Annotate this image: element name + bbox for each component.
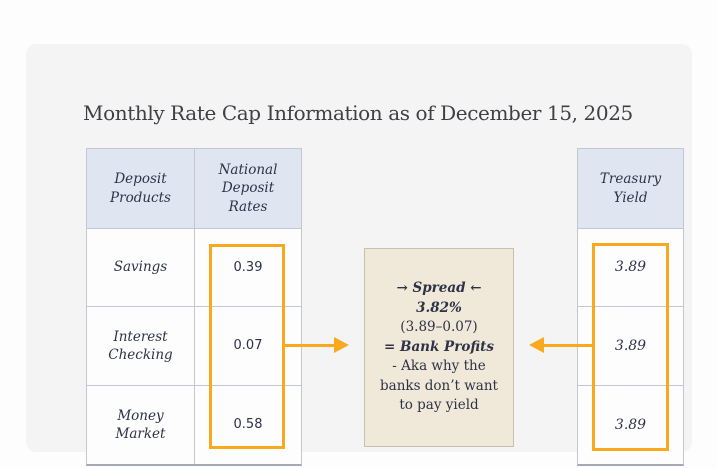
treasury-yield-highlight-box <box>592 243 669 451</box>
bank-profits-label: = Bank Profits <box>384 338 494 355</box>
treasury-yield-value-1: 3.89 <box>578 229 683 307</box>
page-title: Monthly Rate Cap Information as of Decem… <box>83 101 633 125</box>
deposit-product-savings: Savings <box>87 229 195 307</box>
treasury-yield-value-2: 3.89 <box>578 307 683 386</box>
column-header-treasury-yield: Treasury Yield <box>578 149 683 229</box>
right-arrow-line <box>543 344 594 347</box>
column-header-national-deposit-rates: National Deposit Rates <box>195 149 301 229</box>
spread-calculation: (3.89–0.07) <box>400 319 478 336</box>
rate-cap-card: Monthly Rate Cap Information as of Decem… <box>26 44 692 466</box>
spread-note-box: → Spread ← 3.82% (3.89–0.07) = Bank Prof… <box>364 248 514 447</box>
spread-value: 3.82% <box>416 299 462 316</box>
spread-note-text: - Aka why the banks don’t want to pay yi… <box>380 358 498 414</box>
deposit-rates-highlight-box <box>209 244 285 449</box>
left-arrow-line <box>284 344 336 347</box>
deposit-product-money-market: Money Market <box>87 386 195 464</box>
column-header-deposit-products: Deposit Products <box>87 149 195 229</box>
left-pointing-arrow-icon <box>529 337 544 353</box>
right-pointing-arrow-icon <box>334 337 349 353</box>
deposit-product-interest-checking: Interest Checking <box>87 307 195 386</box>
spread-label: → Spread ← <box>396 280 482 297</box>
deposit-rates-table: Deposit Products National Deposit Rates … <box>86 148 302 466</box>
treasury-yield-value-3: 3.89 <box>578 386 683 464</box>
